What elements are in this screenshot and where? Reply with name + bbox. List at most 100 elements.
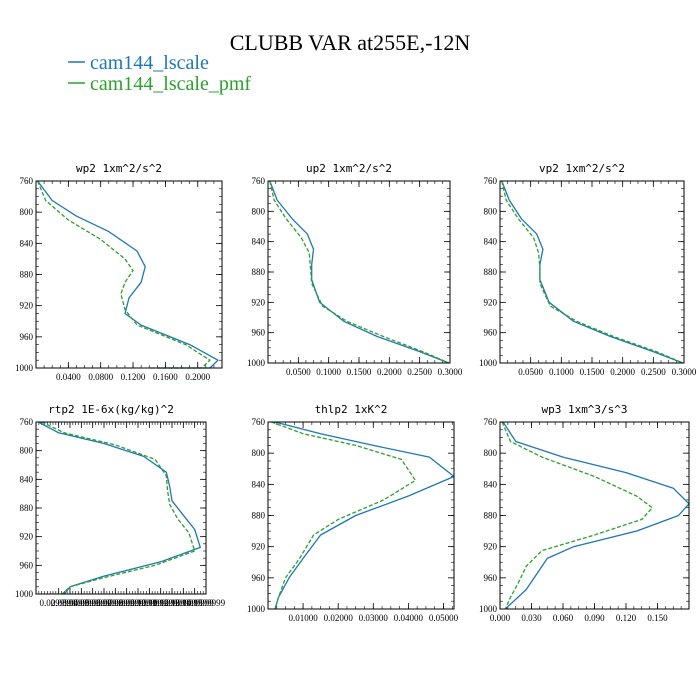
y-tick-label: 1000 <box>247 358 266 368</box>
x-tick-label: 0.04000 <box>394 613 424 623</box>
x-tick-label: 0.090 <box>584 613 605 623</box>
y-tick-label: 880 <box>484 267 498 277</box>
y-tick-label: 960 <box>252 573 266 583</box>
y-tick-label: 960 <box>20 560 34 570</box>
x-tick-label: 0.1000 <box>549 367 574 377</box>
y-tick-label: 920 <box>20 301 34 311</box>
y-tick-label: 800 <box>484 448 498 458</box>
x-tick-label: 0.3000 <box>672 367 697 377</box>
series-line-2 <box>501 421 653 610</box>
plot-frame <box>499 421 690 610</box>
x-tick-label: 0.1099999 <box>130 598 169 608</box>
x-tick-label: 0.0799999 <box>96 598 135 608</box>
legend-label-series-1: cam144_lscale <box>90 52 209 74</box>
y-tick-label: 800 <box>20 207 34 217</box>
series-line-2 <box>269 180 450 364</box>
y-tick-label: 840 <box>484 479 498 489</box>
x-tick-label: 0.0400 <box>56 372 81 382</box>
x-tick-label: 0.0499999 <box>62 598 101 608</box>
panel-title: vp2 1xm^2/s^2 <box>539 162 625 175</box>
x-tick-label: 0.1399999 <box>164 598 203 608</box>
series-line-1 <box>269 180 450 364</box>
y-tick-label: 1000 <box>15 589 34 599</box>
panel-3: vp2 1xm^2/s^2 0.0500 0.1000 0.1500 0.2000 0.2… <box>479 162 697 377</box>
x-tick-label: 0.060 <box>553 613 574 623</box>
y-tick-label: 1000 <box>15 363 34 373</box>
x-tick-label: 0.01000 <box>288 613 318 623</box>
y-tick-label: 880 <box>252 511 266 521</box>
x-tick-label: 0.120 <box>616 613 637 623</box>
y-tick-label: 800 <box>484 206 498 216</box>
x-tick-label: 0.1599999 <box>187 598 226 608</box>
y-tick-label: 840 <box>484 237 498 247</box>
panel-5: thlp2 1xK^2 0.01000 0.02000 0.03000 0.04000 0… <box>247 403 459 623</box>
y-tick-label: 840 <box>20 474 34 484</box>
panel-title: wp3 1xm^3/s^3 <box>541 403 627 416</box>
y-tick-label: 920 <box>252 297 266 307</box>
panel-title: thlp2 1xK^2 <box>315 403 388 416</box>
x-tick-label: 0.1500 <box>347 367 372 377</box>
series-line-2 <box>271 421 417 610</box>
x-tick-label: 0.1600 <box>153 372 178 382</box>
y-tick-label: 960 <box>20 332 34 342</box>
panels-grid: wp2 1xm^2/s^2 0.0400 0.0800 0.1200 0.1600 0.2… <box>15 162 697 623</box>
x-tick-label: 0.05000 <box>429 613 459 623</box>
panel-title: rtp2 1E-6x(kg/kg)^2 <box>48 403 174 416</box>
y-tick-label: 880 <box>20 503 34 513</box>
y-tick-label: 840 <box>252 237 266 247</box>
series-line-1 <box>274 421 455 610</box>
x-tick-label: 0.150 <box>647 613 668 623</box>
plot-frame <box>35 421 207 595</box>
series-line-2 <box>501 180 684 364</box>
plot-frame <box>499 180 685 364</box>
y-tick-label: 760 <box>484 417 498 427</box>
series-line-2 <box>41 421 196 595</box>
x-tick-label: 0.2000 <box>377 367 402 377</box>
y-tick-label: 800 <box>252 206 266 216</box>
y-tick-label: 960 <box>484 328 498 338</box>
x-tick-label: 0.0500 <box>518 367 543 377</box>
y-tick-label: 760 <box>484 176 498 186</box>
y-tick-label: 760 <box>252 417 266 427</box>
y-tick-label: 760 <box>20 417 34 427</box>
y-tick-label: 960 <box>252 328 266 338</box>
y-tick-label: 1000 <box>247 604 266 614</box>
x-tick-label: 0.2000 <box>610 367 635 377</box>
x-tick-label: 0.0500 <box>286 367 311 377</box>
series-line-1 <box>502 421 690 610</box>
y-tick-label: 920 <box>484 542 498 552</box>
panel-6: wp3 1xm^3/s^3 0.000 0.030 0.060 0.090 0.120 0.… <box>479 403 690 623</box>
x-tick-label: 0.1299999 <box>153 598 192 608</box>
y-tick-label: 840 <box>20 238 34 248</box>
y-tick-label: 840 <box>252 479 266 489</box>
panel-2: up2 1xm^2/s^2 0.0500 0.1000 0.1500 0.2000 0.2… <box>247 162 463 377</box>
panel-title: up2 1xm^2/s^2 <box>306 162 392 175</box>
legend: cam144_lscale cam144_lscale_pmf <box>68 52 251 95</box>
x-tick-label: 0.1200 <box>121 372 146 382</box>
x-tick-label: 0.1000 <box>316 367 341 377</box>
x-tick-label: 0.1199999 <box>142 598 180 608</box>
plot-frame <box>267 180 451 364</box>
series-line-1 <box>501 180 684 364</box>
x-tick-label: 0.2500 <box>641 367 666 377</box>
x-tick-label: 0.0999999 <box>119 598 158 608</box>
y-tick-label: 880 <box>20 270 34 280</box>
y-tick-label: 880 <box>252 267 266 277</box>
y-tick-label: 800 <box>252 448 266 458</box>
y-tick-label: 1000 <box>479 358 498 368</box>
legend-label-series-2: cam144_lscale_pmf <box>90 73 251 95</box>
series-line-2 <box>36 180 211 369</box>
x-tick-label: 0.1500 <box>580 367 605 377</box>
x-tick-label: 0.3000 <box>438 367 463 377</box>
y-tick-label: 1000 <box>479 604 498 614</box>
series-line-1 <box>37 180 219 369</box>
panel-title: wp2 1xm^2/s^2 <box>76 162 162 175</box>
x-tick-label: 0.02000 <box>324 613 354 623</box>
x-tick-label: 0.2000 <box>185 372 210 382</box>
y-tick-label: 760 <box>252 176 266 186</box>
x-tick-label: 0.0899999 <box>108 598 147 608</box>
plot-frame <box>267 421 455 610</box>
x-tick-label: 0.0299999 <box>40 598 79 608</box>
panel-4: rtp2 1E-6x(kg/kg)^20.02999990.03999990.0… <box>15 403 226 608</box>
